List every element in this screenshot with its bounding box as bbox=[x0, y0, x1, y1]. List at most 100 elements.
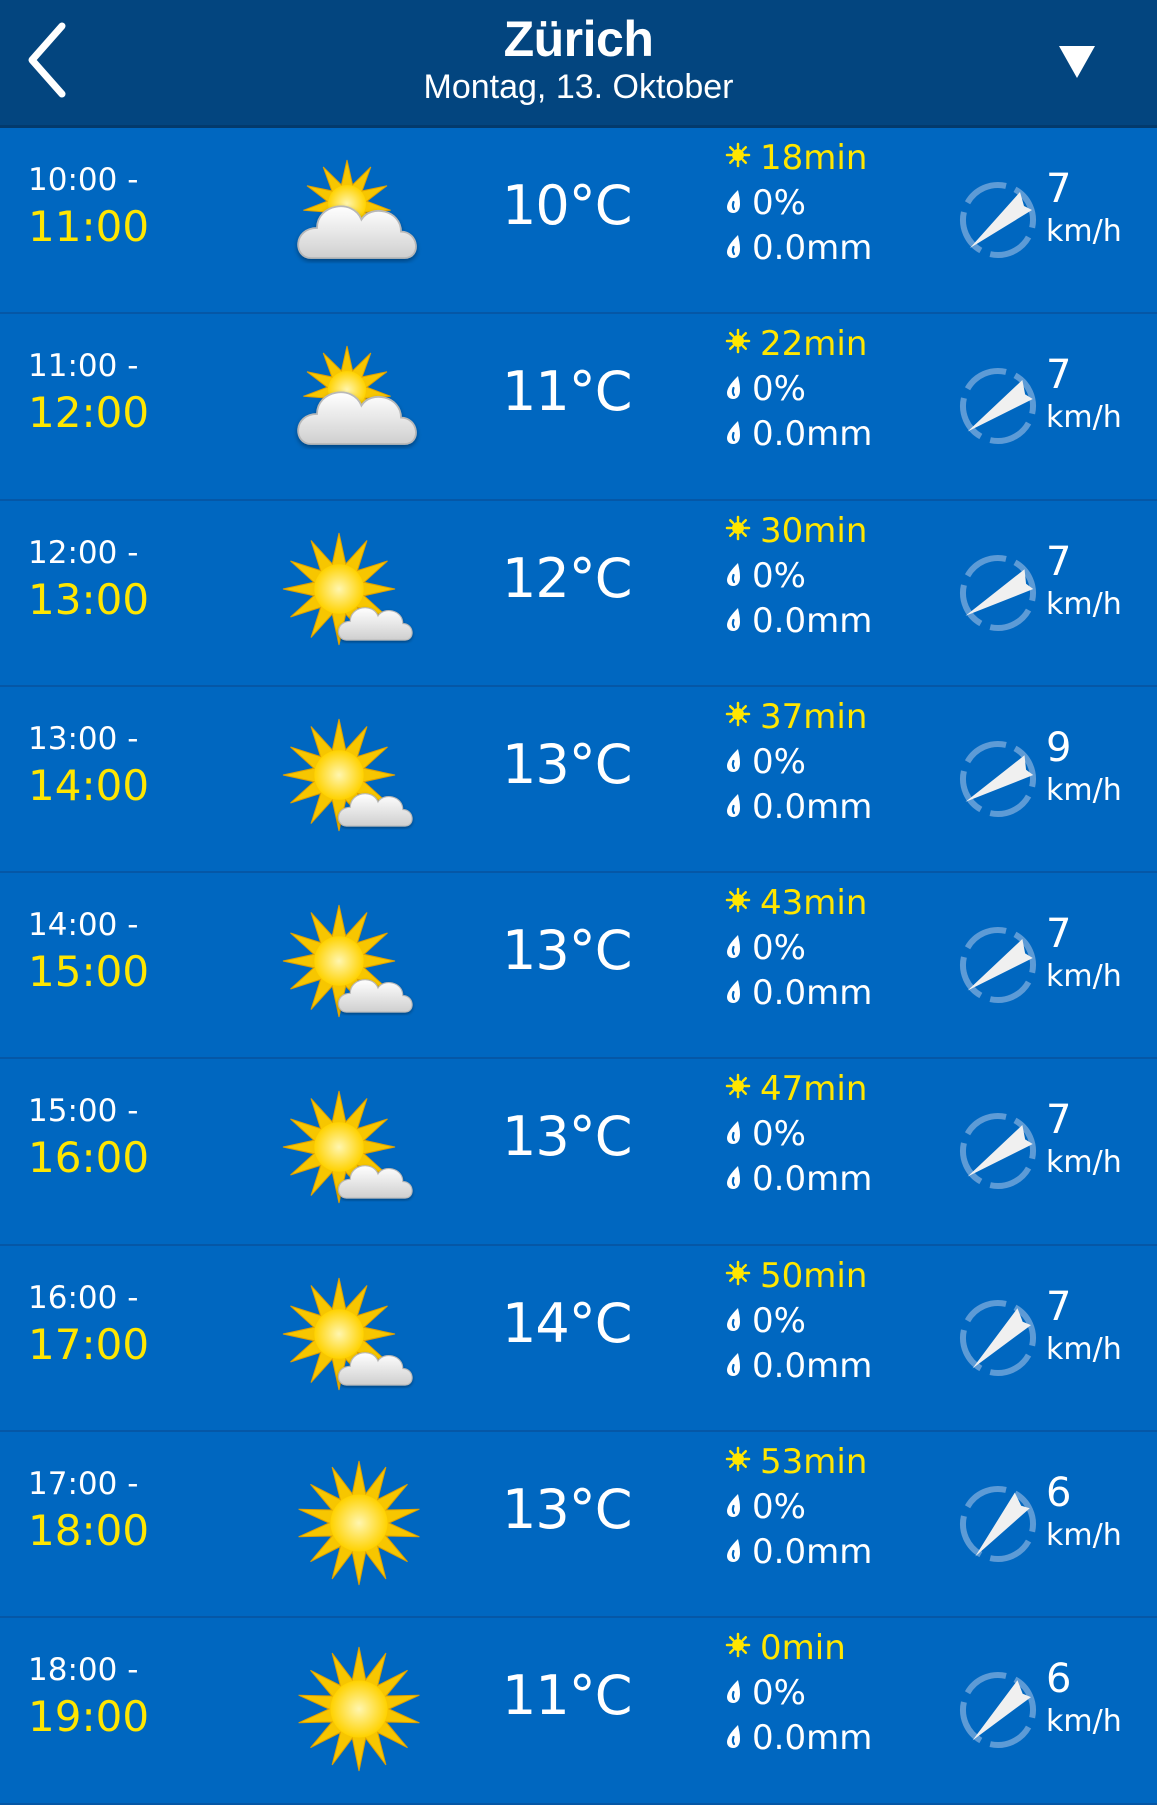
rain-probability-value: 0% bbox=[752, 183, 806, 223]
time-from: 17:00 - bbox=[28, 1466, 139, 1503]
rain-amount-value: 0.0mm bbox=[752, 600, 873, 641]
raindrop-icon bbox=[724, 1346, 752, 1386]
wind-direction-compass-icon bbox=[960, 554, 1036, 631]
forecast-row[interactable]: 18:00 - 19:00 11°C 0min 0% 0.0mm 6 km/h bbox=[0, 1618, 1157, 1805]
rain-amount-value: 0.0mm bbox=[752, 786, 873, 827]
triangle-down-icon[interactable] bbox=[1055, 42, 1099, 82]
rain-probability: 0% bbox=[724, 183, 806, 223]
wind-unit: km/h bbox=[1046, 1704, 1122, 1740]
sunshine-value: 37min bbox=[760, 696, 868, 737]
wind-direction-compass-icon bbox=[960, 368, 1036, 445]
time-from: 18:00 - bbox=[28, 1652, 139, 1689]
sun-small-cloud-icon bbox=[282, 1091, 413, 1204]
forecast-row[interactable]: 16:00 - 17:00 14°C 50min 0% 0.0mm 7 km/h bbox=[0, 1245, 1157, 1433]
chevron-left-icon[interactable] bbox=[22, 20, 82, 100]
rain-amount: 0.0mm bbox=[724, 787, 872, 827]
temperature: 11°C bbox=[502, 1664, 632, 1728]
raindrop-icon bbox=[724, 1532, 752, 1572]
sun-icon bbox=[724, 324, 760, 364]
rain-amount: 0.0mm bbox=[724, 973, 872, 1013]
raindrop-icon bbox=[724, 973, 752, 1013]
wind-speed: 9 bbox=[1046, 724, 1072, 771]
rain-probability: 0% bbox=[724, 1487, 806, 1527]
rain-amount-value: 0.0mm bbox=[752, 228, 873, 268]
raindrop-icon bbox=[724, 787, 752, 827]
sun-icon bbox=[724, 511, 760, 551]
rain-amount: 0.0mm bbox=[724, 1346, 872, 1386]
sunshine-value: 43min bbox=[760, 883, 868, 924]
rain-probability: 0% bbox=[724, 928, 806, 968]
wind-speed: 6 bbox=[1046, 1656, 1072, 1703]
header: Zürich Montag, 13. Oktober bbox=[0, 0, 1157, 128]
wind-unit: km/h bbox=[1046, 586, 1122, 622]
time-to: 18:00 bbox=[28, 1506, 150, 1556]
forecast-row[interactable]: 15:00 - 16:00 13°C 47min 0% 0.0mm 7 km/h bbox=[0, 1059, 1157, 1246]
temperature: 10°C bbox=[502, 174, 632, 237]
rain-probability-value: 0% bbox=[752, 1487, 806, 1528]
rain-amount-value: 0.0mm bbox=[752, 1345, 873, 1386]
rain-probability: 0% bbox=[724, 1301, 806, 1341]
forecast-row[interactable]: 11:00 - 12:00 11°C 22min 0% 0.0mm 7 km/h bbox=[0, 314, 1157, 501]
raindrop-icon bbox=[724, 928, 752, 968]
wind-speed: 7 bbox=[1046, 166, 1072, 212]
raindrop-icon bbox=[724, 1673, 752, 1713]
rain-probability: 0% bbox=[724, 742, 806, 782]
raindrop-icon bbox=[724, 228, 752, 268]
page-title: Zürich bbox=[503, 11, 654, 67]
forecast-row[interactable]: 12:00 - 13:00 12°C 30min 0% 0.0mm 7 km/h bbox=[0, 500, 1157, 687]
rain-probability-value: 0% bbox=[752, 741, 806, 782]
rain-probability: 0% bbox=[724, 556, 806, 596]
rain-probability-value: 0% bbox=[752, 1300, 806, 1341]
sunshine-value: 50min bbox=[760, 1255, 868, 1296]
wind-direction-compass-icon bbox=[960, 1113, 1036, 1190]
time-to: 15:00 bbox=[28, 947, 150, 997]
raindrop-icon bbox=[724, 414, 752, 454]
wind-unit: km/h bbox=[1046, 1145, 1122, 1181]
wind-unit: km/h bbox=[1046, 1518, 1122, 1554]
forecast-row[interactable]: 17:00 - 18:00 13°C 53min 0% 0.0mm 6 km/h bbox=[0, 1432, 1157, 1619]
rain-amount: 0.0mm bbox=[724, 1532, 872, 1572]
time-to: 17:00 bbox=[28, 1319, 150, 1369]
time-to: 19:00 bbox=[28, 1692, 150, 1742]
raindrop-icon bbox=[724, 1159, 752, 1199]
wind-unit: km/h bbox=[1046, 214, 1122, 249]
temperature: 11°C bbox=[502, 360, 632, 424]
rain-amount: 0.0mm bbox=[724, 601, 872, 641]
sunshine-duration: 0min bbox=[724, 1628, 846, 1668]
rain-amount-value: 0.0mm bbox=[752, 973, 873, 1014]
raindrop-icon bbox=[724, 369, 752, 409]
raindrop-icon bbox=[724, 1114, 752, 1154]
wind-direction-compass-icon bbox=[960, 927, 1036, 1004]
wind-unit: km/h bbox=[1046, 1331, 1122, 1367]
rain-probability-value: 0% bbox=[752, 555, 806, 596]
raindrop-icon bbox=[724, 183, 752, 223]
wind-direction-compass-icon bbox=[960, 182, 1036, 258]
sun-behind-cloud-icon bbox=[297, 159, 417, 259]
forecast-row[interactable]: 14:00 - 15:00 13°C 43min 0% 0.0mm 7 km/h bbox=[0, 873, 1157, 1060]
rain-probability-value: 0% bbox=[752, 1114, 806, 1155]
sun-icon bbox=[724, 138, 760, 178]
sunshine-value: 22min bbox=[760, 324, 868, 365]
time-from: 11:00 - bbox=[28, 348, 139, 385]
wind-speed: 7 bbox=[1046, 352, 1072, 399]
rain-amount: 0.0mm bbox=[724, 414, 872, 454]
raindrop-icon bbox=[724, 742, 752, 782]
sunshine-duration: 47min bbox=[724, 1069, 867, 1109]
page-subtitle-date: Montag, 13. Oktober bbox=[423, 68, 734, 106]
temperature: 12°C bbox=[502, 546, 632, 610]
forecast-row[interactable]: 13:00 - 14:00 13°C 37min 0% 0.0mm 9 km/h bbox=[0, 686, 1157, 874]
sunshine-duration: 18min bbox=[724, 138, 867, 178]
rain-amount: 0.0mm bbox=[724, 228, 872, 268]
sun-icon bbox=[724, 1256, 760, 1296]
sunshine-value: 53min bbox=[760, 1442, 868, 1483]
raindrop-icon bbox=[724, 556, 752, 596]
rain-probability: 0% bbox=[724, 1114, 806, 1154]
wind-speed: 7 bbox=[1046, 1283, 1072, 1330]
wind-unit: km/h bbox=[1046, 400, 1122, 436]
rain-amount: 0.0mm bbox=[724, 1718, 872, 1758]
temperature: 13°C bbox=[502, 919, 632, 983]
rain-probability-value: 0% bbox=[752, 369, 806, 410]
raindrop-icon bbox=[724, 1301, 752, 1341]
forecast-row[interactable]: 10:00 - 11:00 10°C 18min 0% 0.0mm 7 km/h bbox=[0, 128, 1157, 315]
temperature: 13°C bbox=[502, 732, 632, 796]
